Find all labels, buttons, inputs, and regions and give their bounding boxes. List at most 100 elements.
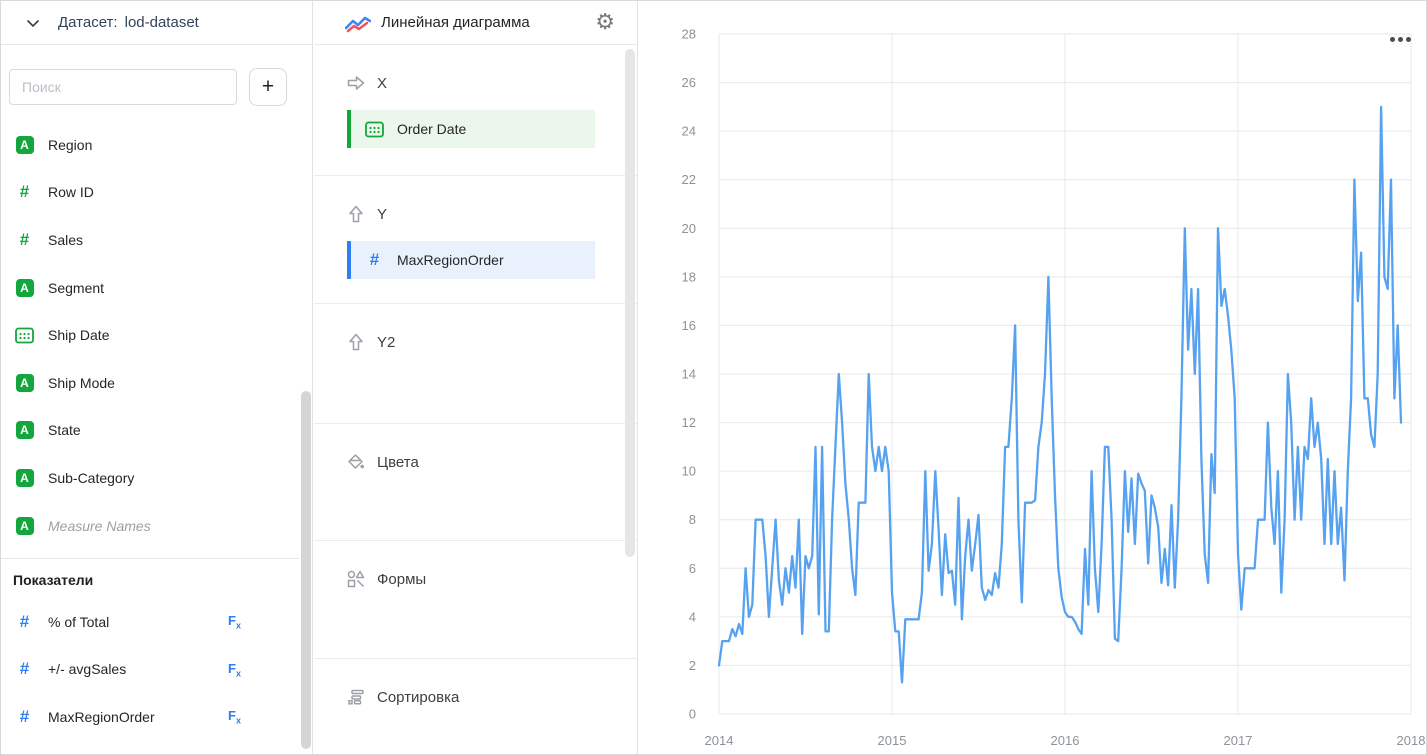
number-type-icon: # bbox=[19, 659, 30, 679]
section-label: X bbox=[377, 74, 388, 92]
svg-text:4: 4 bbox=[689, 609, 696, 624]
svg-text:2015: 2015 bbox=[878, 733, 907, 748]
measure-row[interactable]: # +/- avgSales Fx bbox=[1, 646, 299, 694]
string-type-icon: A bbox=[15, 135, 34, 154]
search-row: + bbox=[9, 68, 305, 106]
field-chip-x[interactable]: Order Date bbox=[347, 110, 595, 148]
field-name: Measure Names bbox=[48, 517, 151, 534]
svg-text:12: 12 bbox=[682, 415, 696, 430]
ellipsis-menu-icon[interactable] bbox=[1387, 34, 1414, 45]
chart-config-panel: Линейная диаграмма ⚙ X Order Date Y # Ma… bbox=[314, 1, 638, 754]
sort-icon bbox=[348, 689, 364, 705]
field-row[interactable]: A Measure Names bbox=[1, 502, 299, 550]
svg-text:26: 26 bbox=[682, 75, 696, 90]
field-row[interactable]: A Segment bbox=[1, 264, 299, 312]
svg-text:2: 2 bbox=[689, 658, 696, 673]
svg-text:18: 18 bbox=[682, 269, 696, 284]
dataset-panel: Датасет: lod-dataset + A Region# Row ID#… bbox=[1, 1, 313, 754]
number-type-icon: # bbox=[19, 229, 30, 249]
arrow-right-icon bbox=[347, 76, 365, 90]
config-section-формы[interactable]: Формы bbox=[314, 541, 637, 659]
gear-icon[interactable]: ⚙ bbox=[595, 9, 615, 34]
field-row[interactable]: A State bbox=[1, 407, 299, 455]
measure-row[interactable]: # % of Total Fx bbox=[1, 598, 299, 646]
number-type-icon: # bbox=[19, 182, 30, 202]
add-field-button[interactable]: + bbox=[249, 68, 287, 106]
chart-panel: 0 2 4 6 8 10 12 14 16 18 20 22 24 26 28 2014 2015 2016 201… bbox=[639, 1, 1427, 755]
measure-name: MaxRegionOrder bbox=[48, 708, 155, 725]
field-row[interactable]: # Row ID bbox=[1, 169, 299, 217]
formula-icon: Fx bbox=[228, 708, 241, 726]
chart-type-title[interactable]: Линейная диаграмма bbox=[381, 14, 530, 31]
dataset-name[interactable]: lod-dataset bbox=[124, 14, 199, 31]
section-label: Цвета bbox=[377, 453, 419, 471]
formula-icon: Fx bbox=[228, 613, 241, 631]
config-section-x[interactable]: X Order Date bbox=[314, 45, 637, 176]
config-section-сортировка[interactable]: Сортировка bbox=[314, 659, 637, 754]
arrow-up-icon bbox=[349, 205, 363, 223]
svg-text:10: 10 bbox=[682, 464, 696, 479]
chevron-down-icon bbox=[26, 19, 40, 27]
string-type-icon: A bbox=[15, 278, 34, 297]
svg-text:0: 0 bbox=[689, 707, 696, 722]
paint-bucket-icon bbox=[348, 454, 364, 469]
field-row[interactable]: A Ship Mode bbox=[1, 359, 299, 407]
field-name: Region bbox=[48, 136, 93, 153]
measure-name: % of Total bbox=[48, 613, 110, 630]
svg-text:2016: 2016 bbox=[1051, 733, 1080, 748]
field-row[interactable]: A Region bbox=[1, 121, 299, 169]
svg-text:16: 16 bbox=[682, 318, 696, 333]
svg-text:2017: 2017 bbox=[1224, 733, 1253, 748]
field-name: Segment bbox=[48, 279, 105, 296]
config-header: Линейная диаграмма ⚙ bbox=[314, 1, 637, 45]
number-type-icon: # bbox=[369, 250, 380, 269]
section-label: Y bbox=[377, 205, 388, 223]
field-name: Sales bbox=[48, 231, 84, 248]
dimension-list: A Region # Row ID # Sales A Segment Ship Da… bbox=[1, 121, 299, 549]
svg-text:28: 28 bbox=[682, 27, 696, 42]
svg-text:20: 20 bbox=[682, 221, 696, 236]
config-panel-scrollbar[interactable] bbox=[625, 49, 635, 557]
section-label: Y2 bbox=[377, 333, 396, 351]
dataset-label: Датасет: bbox=[58, 14, 118, 31]
section-label: Формы bbox=[377, 570, 427, 588]
measures-divider bbox=[1, 558, 299, 559]
measures-section-title: Показатели bbox=[13, 572, 94, 588]
shapes-icon bbox=[347, 570, 365, 588]
chip-field-name: Order Date bbox=[397, 121, 467, 137]
string-type-icon: A bbox=[15, 468, 34, 487]
svg-text:2014: 2014 bbox=[705, 733, 734, 748]
field-row[interactable]: # Sales bbox=[1, 216, 299, 264]
calendar-type-icon bbox=[15, 327, 34, 344]
dataset-panel-scrollbar[interactable] bbox=[301, 391, 311, 749]
field-row[interactable]: A Sub-Category bbox=[1, 454, 299, 502]
config-section-y[interactable]: Y # MaxRegionOrder bbox=[314, 176, 637, 304]
string-type-icon: A bbox=[15, 516, 34, 535]
svg-text:6: 6 bbox=[689, 561, 696, 576]
arrow-up-icon bbox=[349, 333, 363, 351]
number-type-icon: # bbox=[19, 611, 30, 631]
string-type-icon: A bbox=[15, 421, 34, 440]
field-name: Ship Date bbox=[48, 327, 110, 344]
section-label: Сортировка bbox=[377, 688, 460, 706]
calendar-type-icon bbox=[365, 121, 384, 137]
dataset-collapse-button[interactable] bbox=[21, 11, 45, 35]
svg-text:24: 24 bbox=[682, 124, 696, 139]
field-chip-y[interactable]: # MaxRegionOrder bbox=[347, 241, 595, 279]
field-row[interactable]: Ship Date bbox=[1, 311, 299, 359]
search-input[interactable] bbox=[9, 69, 237, 105]
field-name: Sub-Category bbox=[48, 469, 135, 486]
measure-row[interactable]: # MaxRegionOrder Fx bbox=[1, 693, 299, 741]
svg-text:22: 22 bbox=[682, 172, 696, 187]
line-chart-icon bbox=[345, 16, 371, 32]
measure-name: +/- avgSales bbox=[48, 661, 127, 678]
formula-icon: Fx bbox=[228, 660, 241, 679]
string-type-icon: A bbox=[15, 373, 34, 392]
chip-field-name: MaxRegionOrder bbox=[397, 252, 504, 268]
config-section-цвета[interactable]: Цвета bbox=[314, 424, 637, 541]
svg-text:2018: 2018 bbox=[1397, 733, 1426, 748]
config-section-y2[interactable]: Y2 bbox=[314, 304, 637, 424]
measure-list: # % of Total Fx # +/- avgSales Fx # MaxReg… bbox=[1, 598, 299, 741]
